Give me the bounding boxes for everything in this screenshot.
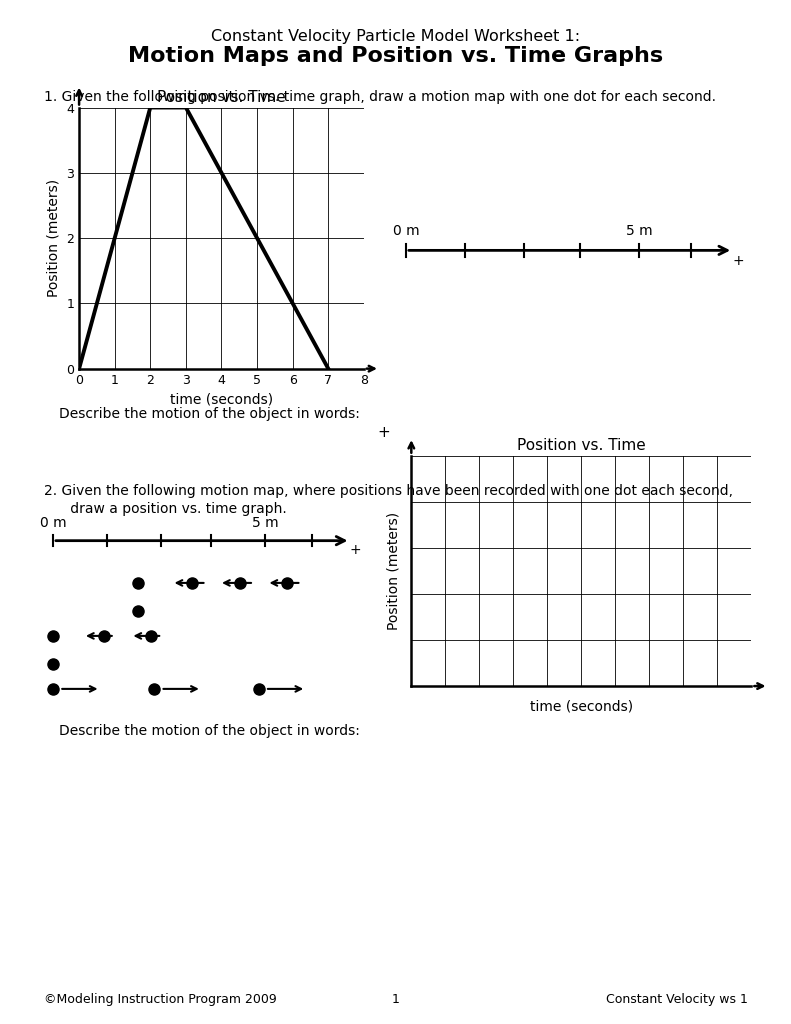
Text: 0 m: 0 m	[392, 224, 419, 239]
Text: ©Modeling Instruction Program 2009: ©Modeling Instruction Program 2009	[44, 992, 276, 1006]
Text: +: +	[378, 425, 391, 440]
Text: +: +	[732, 254, 744, 267]
X-axis label: time (seconds): time (seconds)	[530, 699, 633, 714]
Y-axis label: Position (meters): Position (meters)	[47, 179, 61, 297]
Text: 2. Given the following motion map, where positions have been recorded with one d: 2. Given the following motion map, where…	[44, 484, 732, 499]
Text: Motion Maps and Position vs. Time Graphs: Motion Maps and Position vs. Time Graphs	[128, 46, 663, 67]
Title: Position vs. Time: Position vs. Time	[157, 90, 286, 105]
Y-axis label: Position (meters): Position (meters)	[387, 512, 401, 630]
Text: +: +	[350, 543, 361, 557]
Text: 1: 1	[392, 992, 399, 1006]
Text: Describe the motion of the object in words:: Describe the motion of the object in wor…	[59, 724, 360, 738]
Text: 0 m: 0 m	[40, 516, 66, 530]
Text: 1. Given the following position vs. time graph, draw a motion map with one dot f: 1. Given the following position vs. time…	[44, 90, 716, 104]
X-axis label: time (seconds): time (seconds)	[170, 392, 273, 407]
Text: Constant Velocity Particle Model Worksheet 1:: Constant Velocity Particle Model Workshe…	[211, 29, 580, 44]
Text: draw a position vs. time graph.: draw a position vs. time graph.	[44, 502, 286, 516]
Title: Position vs. Time: Position vs. Time	[517, 438, 645, 454]
Text: Describe the motion of the object in words:: Describe the motion of the object in wor…	[59, 407, 360, 421]
Text: Constant Velocity ws 1: Constant Velocity ws 1	[606, 992, 747, 1006]
Text: 5 m: 5 m	[252, 516, 278, 530]
Text: 5 m: 5 m	[626, 224, 653, 239]
